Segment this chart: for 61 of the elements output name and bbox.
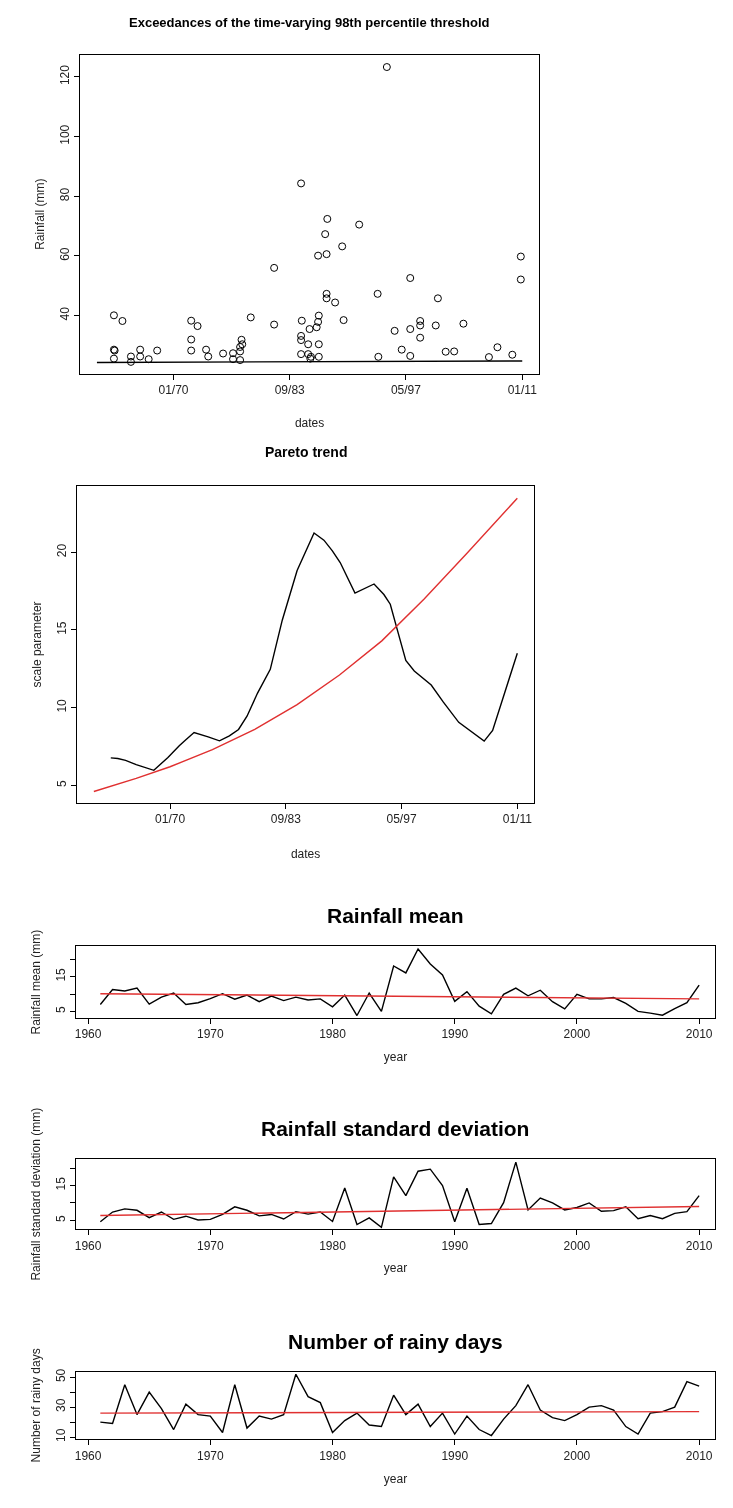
y-axis-title: Rainfall mean (mm) [29, 929, 44, 1035]
y-tick-label: 60 [58, 247, 73, 261]
x-tick-label: 1990 [441, 1448, 469, 1463]
x-tick-label: 1960 [74, 1027, 102, 1042]
y-tick-label: 120 [58, 64, 73, 86]
x-axis-title: dates [294, 415, 325, 430]
x-tick-label: 1960 [74, 1238, 102, 1253]
x-tick-label: 01/70 [155, 812, 186, 827]
chart-title: Exceedances of the time-varying 98th percentile threshold [129, 15, 490, 30]
x-tick-label: 2010 [685, 1027, 713, 1042]
y-tick-label: 15 [55, 621, 70, 635]
y-tick-label: 15 [54, 1176, 69, 1191]
chart-title: Rainfall mean [327, 904, 464, 927]
x-tick-label: 1990 [441, 1027, 469, 1042]
y-tick-label: 40 [58, 306, 73, 321]
x-tick-label: 1990 [441, 1238, 469, 1253]
y-tick-label: 15 [54, 967, 69, 982]
y-tick-label: 50 [54, 1368, 69, 1383]
x-tick-label: 1970 [196, 1027, 224, 1042]
y-tick-label: 30 [54, 1398, 69, 1412]
x-tick-label: 09/83 [274, 382, 306, 397]
x-tick-label: 2000 [563, 1448, 591, 1463]
x-tick-label: 01/70 [158, 382, 189, 397]
x-tick-label: 1980 [319, 1027, 347, 1042]
y-tick-label: 100 [58, 124, 73, 145]
line-series [99, 1373, 700, 1437]
x-tick-label: 2000 [563, 1238, 591, 1253]
y-axis-title: scale parameter [30, 601, 45, 688]
x-tick-label: 09/83 [270, 812, 302, 827]
y-tick-label: 80 [58, 187, 73, 202]
x-tick-label: 2010 [685, 1238, 713, 1253]
x-tick-label: 01/11 [507, 382, 538, 397]
x-tick-label: 1970 [196, 1448, 224, 1463]
y-tick-label: 5 [55, 779, 70, 787]
x-axis-title: year [383, 1471, 408, 1486]
y-tick-label: 5 [54, 1005, 69, 1013]
x-tick-label: 05/97 [386, 812, 417, 827]
line-series [93, 497, 519, 793]
x-tick-label: 1980 [319, 1238, 347, 1253]
y-tick-label: 10 [55, 698, 70, 713]
y-tick-label: 10 [54, 1428, 69, 1442]
x-axis-title: year [383, 1050, 408, 1065]
y-tick-label: 5 [54, 1214, 69, 1222]
x-axis-title: dates [290, 847, 321, 862]
x-tick-label: 1960 [74, 1448, 102, 1463]
y-tick-label: 20 [55, 543, 70, 558]
line-series [99, 948, 700, 1017]
chart-title: Pareto trend [265, 444, 348, 460]
y-axis-title: Rainfall (mm) [33, 178, 48, 250]
x-tick-label: 1980 [319, 1448, 347, 1463]
chart-title: Rainfall standard deviation [261, 1117, 530, 1140]
chart-title: Number of rainy days [288, 1330, 503, 1353]
line-series [110, 532, 519, 772]
x-axis-title: year [383, 1261, 408, 1276]
y-axis-title: Number of rainy days [29, 1348, 44, 1463]
x-tick-label: 1970 [196, 1238, 224, 1253]
x-tick-label: 2000 [563, 1027, 591, 1042]
x-tick-label: 2010 [685, 1448, 713, 1463]
y-axis-title: Rainfall standard deviation (mm) [29, 1107, 44, 1281]
x-tick-label: 05/97 [390, 382, 422, 397]
x-tick-label: 01/11 [502, 812, 533, 827]
